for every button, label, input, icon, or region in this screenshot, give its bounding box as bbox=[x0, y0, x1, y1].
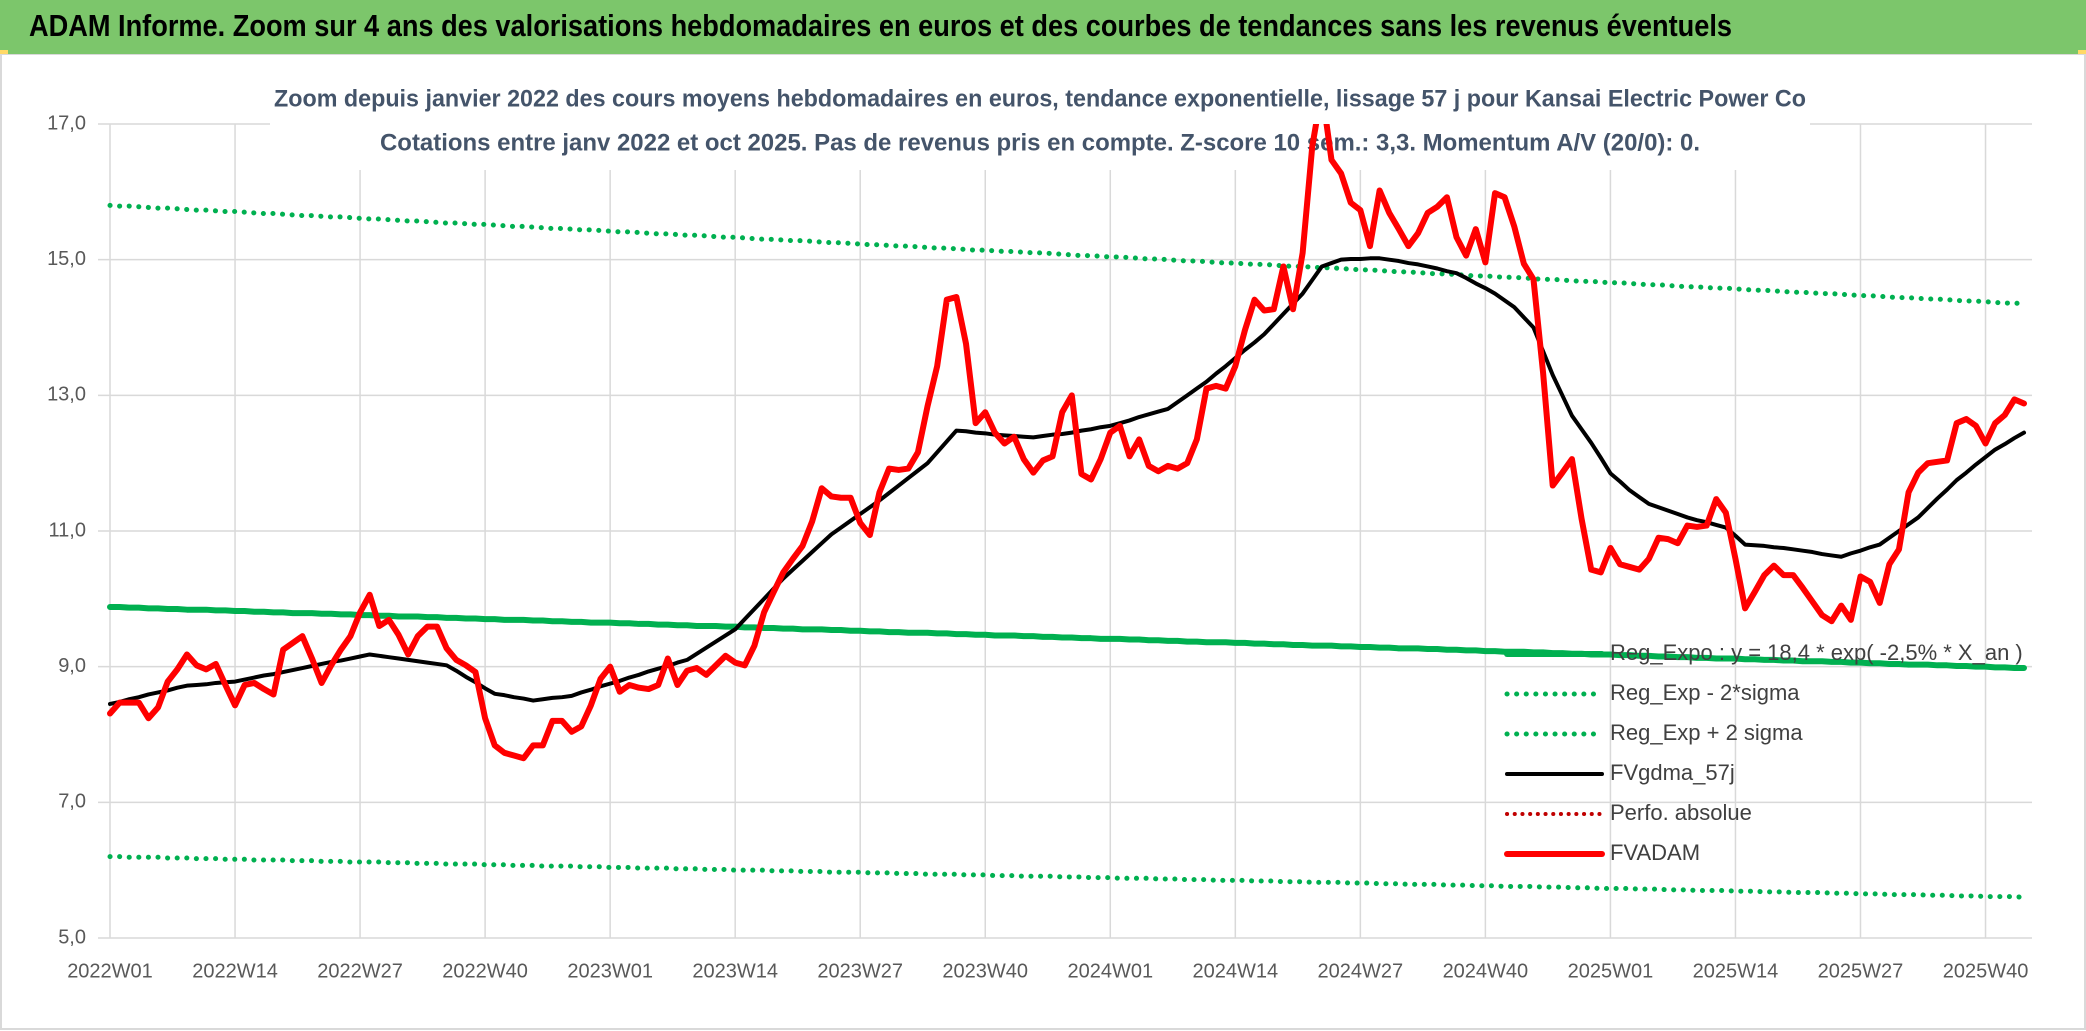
header-bar bbox=[0, 0, 2086, 54]
legend-label: Reg_Exp + 2 sigma bbox=[1610, 720, 1803, 745]
series-line bbox=[107, 202, 2027, 307]
legend-label: FVgdma_57j bbox=[1610, 760, 1735, 785]
series-line bbox=[107, 124, 2027, 762]
y-tick-label: 9,0 bbox=[58, 655, 86, 677]
header-accent bbox=[0, 50, 8, 54]
y-tick-label: 15,0 bbox=[47, 248, 86, 270]
x-tick-label: 2023W27 bbox=[817, 960, 903, 982]
x-tick-label: 2022W01 bbox=[67, 960, 153, 982]
series-line bbox=[107, 603, 2027, 672]
legend-label: Reg_Expo : y = 18,4 * exp( -2,5% * X_an … bbox=[1610, 640, 2023, 665]
y-tick-label: 7,0 bbox=[58, 791, 86, 813]
legend: Reg_Expo : y = 18,4 * exp( -2,5% * X_an … bbox=[1504, 640, 2023, 865]
x-tick-label: 2023W01 bbox=[567, 960, 653, 982]
title-backdrop bbox=[270, 80, 1810, 170]
x-tick-label: 2025W40 bbox=[1943, 960, 2029, 982]
legend-label: Reg_Exp - 2*sigma bbox=[1610, 680, 1800, 705]
x-tick-label: 2025W27 bbox=[1818, 960, 1904, 982]
x-tick-label: 2022W40 bbox=[442, 960, 528, 982]
chart-title: Zoom depuis janvier 2022 des cours moyen… bbox=[274, 85, 1806, 112]
legend-label: Perfo. absolue bbox=[1610, 800, 1752, 825]
x-tick-label: 2024W14 bbox=[1193, 960, 1279, 982]
x-tick-label: 2025W01 bbox=[1568, 960, 1654, 982]
x-tick-label: 2022W27 bbox=[317, 960, 403, 982]
x-tick-label: 2024W40 bbox=[1443, 960, 1529, 982]
x-tick-label: 2024W27 bbox=[1318, 960, 1404, 982]
header-title: ADAM Informe. Zoom sur 4 ans des valoris… bbox=[29, 8, 1732, 43]
legend-label: FVADAM bbox=[1610, 840, 1700, 865]
chart-subtitle: Cotations entre janv 2022 et oct 2025. P… bbox=[380, 129, 1700, 156]
plot-lines bbox=[107, 124, 2027, 900]
x-tick-label: 2023W14 bbox=[692, 960, 778, 982]
y-tick-label: 13,0 bbox=[47, 384, 86, 406]
x-tick-label: 2024W01 bbox=[1067, 960, 1153, 982]
y-tick-label: 5,0 bbox=[58, 926, 86, 948]
header-accent bbox=[2078, 50, 2086, 54]
x-tick-label: 2022W14 bbox=[192, 960, 278, 982]
x-tick-label: 2023W40 bbox=[942, 960, 1028, 982]
x-tick-label: 2025W14 bbox=[1693, 960, 1779, 982]
y-tick-label: 11,0 bbox=[49, 519, 86, 541]
series-line bbox=[107, 854, 2027, 900]
y-tick-label: 17,0 bbox=[47, 112, 86, 134]
